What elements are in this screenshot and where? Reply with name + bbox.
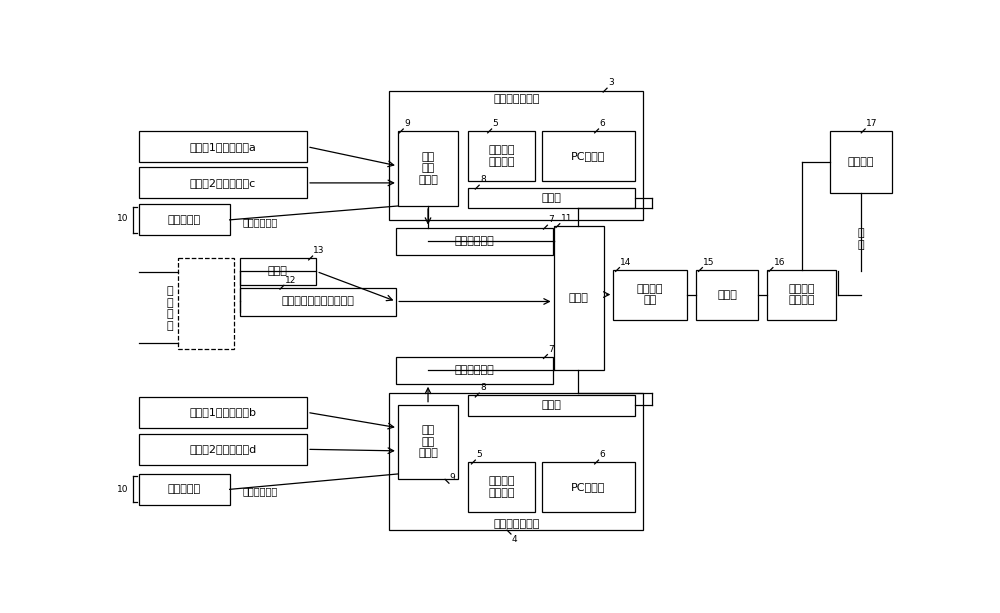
Text: 3: 3 <box>608 78 614 88</box>
Bar <box>542 462 635 512</box>
Text: 数据
采集
服务器: 数据 采集 服务器 <box>418 151 438 185</box>
Bar <box>468 188 635 208</box>
Text: 天气预报数据: 天气预报数据 <box>243 487 278 497</box>
Bar <box>240 287 396 316</box>
Text: 反向隔离装置: 反向隔离装置 <box>455 235 494 246</box>
Text: 风功率预测系统: 风功率预测系统 <box>493 519 540 529</box>
Text: 8: 8 <box>480 383 486 392</box>
Text: 4: 4 <box>512 535 517 544</box>
Bar <box>139 131 307 162</box>
Text: 10: 10 <box>117 214 128 223</box>
Text: PC工作站: PC工作站 <box>571 482 606 492</box>
Text: 测风塔2的测量设备c: 测风塔2的测量设备c <box>190 178 256 188</box>
Text: 远程服务器: 远程服务器 <box>167 215 200 225</box>
Bar <box>554 226 604 370</box>
Bar <box>388 393 643 530</box>
Text: 风功率预测系统: 风功率预测系统 <box>493 94 540 104</box>
Text: 远动机: 远动机 <box>268 267 288 276</box>
Text: 9: 9 <box>450 473 455 482</box>
Text: 风力电站内实测功率测点: 风力电站内实测功率测点 <box>282 297 354 306</box>
Bar <box>139 205 230 235</box>
Text: 风电功率
预测主机: 风电功率 预测主机 <box>488 145 515 167</box>
Text: 测风塔2的测量设备d: 测风塔2的测量设备d <box>189 444 256 454</box>
Text: 光
纤: 光 纤 <box>858 228 865 250</box>
Text: 路由器: 路由器 <box>717 289 737 300</box>
Text: 天气预报数据: 天气预报数据 <box>243 217 278 227</box>
Text: 14: 14 <box>620 258 632 267</box>
Text: 远程服务器: 远程服务器 <box>167 484 200 494</box>
Bar <box>240 258 316 285</box>
Bar <box>139 434 307 465</box>
Text: 测风塔1的测量设备b: 测风塔1的测量设备b <box>189 408 256 417</box>
Bar <box>696 270 758 320</box>
Text: 6: 6 <box>599 451 605 459</box>
Bar <box>388 91 643 220</box>
Text: 数
据
交
换: 数 据 交 换 <box>167 286 173 331</box>
Bar <box>178 258 234 349</box>
Text: 11: 11 <box>561 214 572 223</box>
Text: 13: 13 <box>313 246 325 255</box>
Bar <box>468 462 535 512</box>
Text: 调度中心: 调度中心 <box>848 157 874 167</box>
Text: 以太网转
光纤设备: 以太网转 光纤设备 <box>788 284 815 305</box>
Bar <box>139 397 307 428</box>
Bar <box>468 131 535 181</box>
Text: 防火墙: 防火墙 <box>568 292 588 303</box>
Text: 15: 15 <box>703 258 715 267</box>
Text: 7: 7 <box>548 345 554 354</box>
Text: 16: 16 <box>774 258 785 267</box>
Bar <box>396 357 553 384</box>
Bar <box>613 270 687 320</box>
Text: 风电功率
预测主机: 风电功率 预测主机 <box>488 476 515 498</box>
Bar <box>830 131 892 193</box>
Bar <box>398 405 458 479</box>
Text: 9: 9 <box>404 120 410 128</box>
Text: 交换机: 交换机 <box>541 400 561 411</box>
Text: 反向隔离装置: 反向隔离装置 <box>455 365 494 375</box>
Bar <box>139 167 307 198</box>
Text: 测风塔1的测量设备a: 测风塔1的测量设备a <box>189 142 256 151</box>
Bar <box>396 227 553 254</box>
Bar <box>398 131 458 206</box>
Bar <box>139 474 230 504</box>
Text: 7: 7 <box>548 216 554 224</box>
Text: 8: 8 <box>480 175 486 185</box>
Text: 17: 17 <box>866 120 877 128</box>
Text: 5: 5 <box>492 120 498 128</box>
Text: 6: 6 <box>599 120 605 128</box>
Bar <box>767 270 836 320</box>
Text: 数据
采集
服务器: 数据 采集 服务器 <box>418 425 438 459</box>
Bar <box>468 395 635 416</box>
Text: PC工作站: PC工作站 <box>571 151 606 161</box>
Text: 10: 10 <box>117 485 128 494</box>
Text: 5: 5 <box>476 451 482 459</box>
Text: 12: 12 <box>285 275 296 284</box>
Text: 交换机: 交换机 <box>541 192 561 202</box>
Text: 纵向加密
装置: 纵向加密 装置 <box>636 284 663 305</box>
Bar <box>542 131 635 181</box>
